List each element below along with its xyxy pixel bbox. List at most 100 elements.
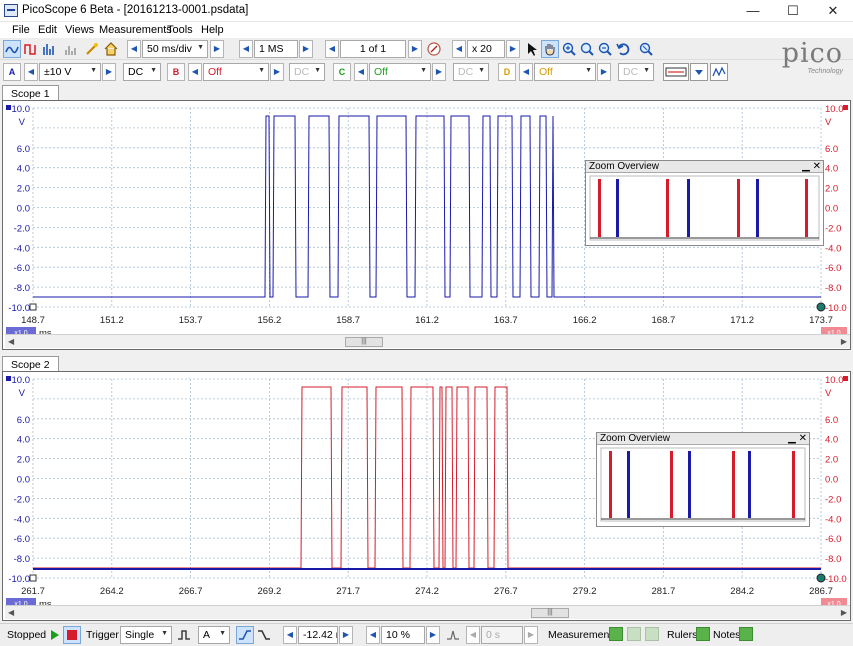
channel-d-range-up[interactable]: ▶	[597, 63, 611, 81]
maximize-button[interactable]: ☐	[787, 3, 799, 18]
menu-views[interactable]: Views	[65, 24, 95, 36]
channel-c-range-select[interactable]: Off	[369, 63, 431, 81]
scope-1-scrollbar[interactable]: ◀ ||| ▶	[5, 334, 850, 348]
zoom-overview-2[interactable]: Zoom Overview ▁ ✕	[596, 432, 810, 527]
add-measurement-icon[interactable]	[609, 627, 623, 641]
undo-zoom-icon[interactable]	[614, 40, 632, 58]
select-pointer-icon[interactable]	[523, 40, 541, 58]
title-bar: PicoScope 6 Beta - [20161213-0001.psdata…	[0, 0, 853, 22]
probe-dropdown-icon[interactable]	[690, 63, 708, 81]
spectrum-mode-icon[interactable]	[40, 40, 58, 58]
pretrigger-up[interactable]: ▶	[426, 626, 440, 644]
y-tick-left: -10.0	[8, 303, 30, 314]
channel-c-range-up[interactable]: ▶	[432, 63, 446, 81]
scope-2-scrollbar[interactable]: ◀ ||| ▶	[5, 605, 850, 619]
samples-up-button[interactable]: ▶	[299, 40, 313, 58]
channel-a-range-select[interactable]: ±10 V	[39, 63, 101, 81]
math-channels-icon[interactable]	[710, 63, 728, 81]
rising-edge-icon[interactable]	[236, 626, 254, 644]
rulers-toggle-icon[interactable]	[696, 627, 710, 641]
channel-d-button[interactable]: D	[498, 63, 516, 81]
channel-b-range-select[interactable]: Off	[203, 63, 269, 81]
channel-a-marker	[6, 105, 11, 110]
channel-d-range-down[interactable]: ◀	[519, 63, 533, 81]
zoom-overview-1[interactable]: Zoom Overview ▁ ✕	[585, 160, 824, 246]
falling-edge-icon[interactable]	[255, 626, 273, 644]
post-trigger-delay-icon[interactable]	[444, 626, 462, 644]
probe-settings-icon[interactable]	[663, 63, 689, 81]
zoom-overview-2-plot[interactable]	[597, 445, 809, 526]
y-tick-right: -4.0	[825, 243, 841, 254]
edit-measurement-icon[interactable]	[627, 627, 641, 641]
scope-mode-icon[interactable]	[3, 40, 21, 58]
spectrum-alt-icon[interactable]	[62, 40, 80, 58]
delete-measurement-icon[interactable]	[645, 627, 659, 641]
menu-help[interactable]: Help	[201, 24, 224, 36]
advanced-trigger-icon[interactable]	[175, 626, 193, 644]
zoom-out-icon[interactable]	[596, 40, 614, 58]
menu-edit[interactable]: Edit	[38, 24, 57, 36]
pretrigger-down[interactable]: ◀	[366, 626, 380, 644]
delay-field[interactable]: 0 s	[481, 626, 523, 644]
hand-pan-icon[interactable]	[541, 40, 559, 58]
channel-c-range-down[interactable]: ◀	[354, 63, 368, 81]
minimize-button[interactable]: —	[746, 3, 760, 18]
channel-a-range-up[interactable]: ▶	[102, 63, 116, 81]
channel-b-range-up[interactable]: ▶	[270, 63, 284, 81]
channel-b-range-down[interactable]: ◀	[188, 63, 202, 81]
delay-up[interactable]: ▶	[524, 626, 538, 644]
page-prev-button[interactable]: ◀	[325, 40, 339, 58]
trigger-level-field[interactable]: -12.42 mV	[298, 626, 338, 644]
scope-1-scroll-thumb[interactable]: |||	[345, 337, 383, 347]
timebase-down-button[interactable]: ◀	[127, 40, 141, 58]
trigger-level-up[interactable]: ▶	[339, 626, 353, 644]
channel-b-button[interactable]: B	[167, 63, 185, 81]
probe-wand-icon[interactable]	[83, 40, 101, 58]
zoom-region-icon[interactable]	[578, 40, 596, 58]
zoom-factor-field[interactable]: x 20	[467, 40, 505, 58]
delay-down[interactable]: ◀	[466, 626, 480, 644]
zoom-in-icon[interactable]	[560, 40, 578, 58]
zoom-factor-up-button[interactable]: ▶	[506, 40, 520, 58]
start-capture-icon[interactable]	[45, 626, 63, 644]
menu-measurements[interactable]: Measurements	[99, 24, 172, 36]
channel-b-coupling-select[interactable]: DC	[289, 63, 325, 81]
zoom-bar	[598, 179, 601, 237]
page-field[interactable]: 1 of 1	[340, 40, 406, 58]
channel-c-button[interactable]: C	[333, 63, 351, 81]
channel-d-range-select[interactable]: Off	[534, 63, 596, 81]
scope-1-tab[interactable]: Scope 1	[2, 85, 59, 101]
samples-down-button[interactable]: ◀	[239, 40, 253, 58]
trigger-level-down[interactable]: ◀	[283, 626, 297, 644]
timebase-select[interactable]: 50 ms/div	[142, 40, 208, 58]
timebase-up-button[interactable]: ▶	[210, 40, 224, 58]
pretrigger-field[interactable]: 10 %	[381, 626, 425, 644]
channel-c-coupling-select[interactable]: DC	[453, 63, 489, 81]
channel-a-coupling-select[interactable]: DC	[123, 63, 161, 81]
samples-field[interactable]: 1 MS	[254, 40, 298, 58]
stop-capture-icon[interactable]	[63, 626, 81, 644]
zoom-overview-1-plot[interactable]	[586, 173, 823, 245]
channel-a-button[interactable]: A	[3, 63, 21, 81]
scope-2-scroll-thumb[interactable]: |||	[531, 608, 569, 618]
close-button[interactable]: ✕	[827, 3, 839, 18]
menu-tools[interactable]: Tools	[167, 24, 193, 36]
compass-icon[interactable]	[425, 40, 443, 58]
zoom-overview-2-controls[interactable]: ▁ ✕	[788, 433, 807, 444]
trigger-mode-select[interactable]: Single	[120, 626, 172, 644]
home-icon[interactable]	[102, 40, 120, 58]
persistence-mode-icon[interactable]	[21, 40, 39, 58]
zoom-factor-down-button[interactable]: ◀	[452, 40, 466, 58]
scope-2-tab[interactable]: Scope 2	[2, 356, 59, 372]
trigger-channel-select[interactable]: A	[198, 626, 230, 644]
y-tick-left: 0.0	[17, 204, 30, 215]
page-next-button[interactable]: ▶	[408, 40, 422, 58]
menu-file[interactable]: File	[12, 24, 30, 36]
notes-toggle-icon[interactable]	[739, 627, 753, 641]
measurements-label: Measurements	[548, 629, 618, 641]
rulers-label: Rulers	[667, 629, 698, 641]
zoom-to-fit-icon[interactable]	[637, 40, 655, 58]
channel-a-range-down[interactable]: ◀	[24, 63, 38, 81]
zoom-overview-1-controls[interactable]: ▁ ✕	[802, 161, 821, 172]
channel-d-coupling-select[interactable]: DC	[618, 63, 654, 81]
